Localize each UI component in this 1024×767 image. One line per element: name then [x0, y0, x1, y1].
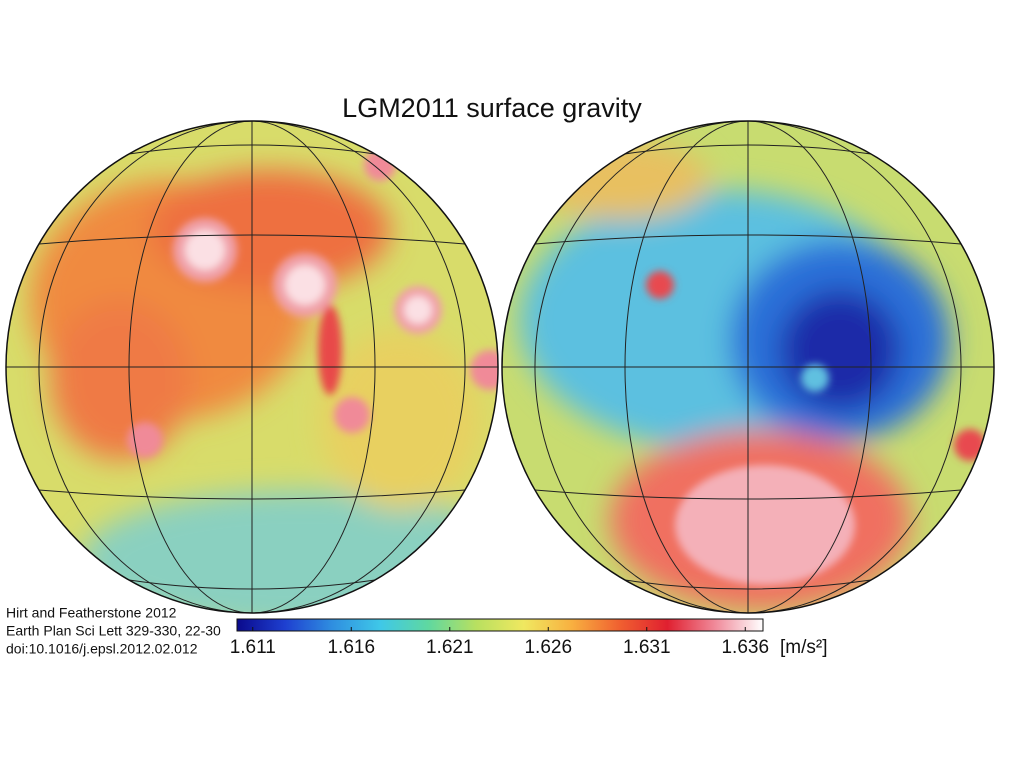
colorbar-tick-label: 1.626 [524, 637, 572, 658]
near-side-hemisphere [6, 121, 498, 613]
citation-line: Hirt and Featherstone 2012 [6, 605, 177, 621]
hemisphere-outline [501, 120, 995, 614]
colorbar-ticks: 1.611 1.616 1.621 1.626 1.631 1.636 [230, 627, 769, 658]
colorbar [236, 618, 764, 632]
colorbar-tick-label: 1.616 [327, 637, 375, 658]
colorbar-unit: [m/s²] [780, 637, 828, 658]
hemisphere-outline [5, 120, 499, 614]
citation-line: doi:10.1016/j.epsl.2012.02.012 [6, 641, 198, 657]
citation-line: Earth Plan Sci Lett 329-330, 22-30 [6, 623, 221, 639]
parallel [38, 234, 466, 245]
parallel [624, 579, 872, 590]
parallel [534, 234, 962, 245]
colorbar-tick-label: 1.621 [426, 637, 474, 658]
parallel [38, 489, 466, 500]
map-title: LGM2011 surface gravity [342, 93, 642, 123]
parallel [128, 144, 376, 155]
parallel [128, 579, 376, 590]
colorbar-tick-label: 1.631 [623, 637, 671, 658]
colorbar-tick-label: 1.636 [721, 637, 769, 658]
parallel [624, 144, 872, 155]
colorbar-tick-label: 1.611 [230, 637, 276, 658]
parallel [534, 489, 962, 500]
